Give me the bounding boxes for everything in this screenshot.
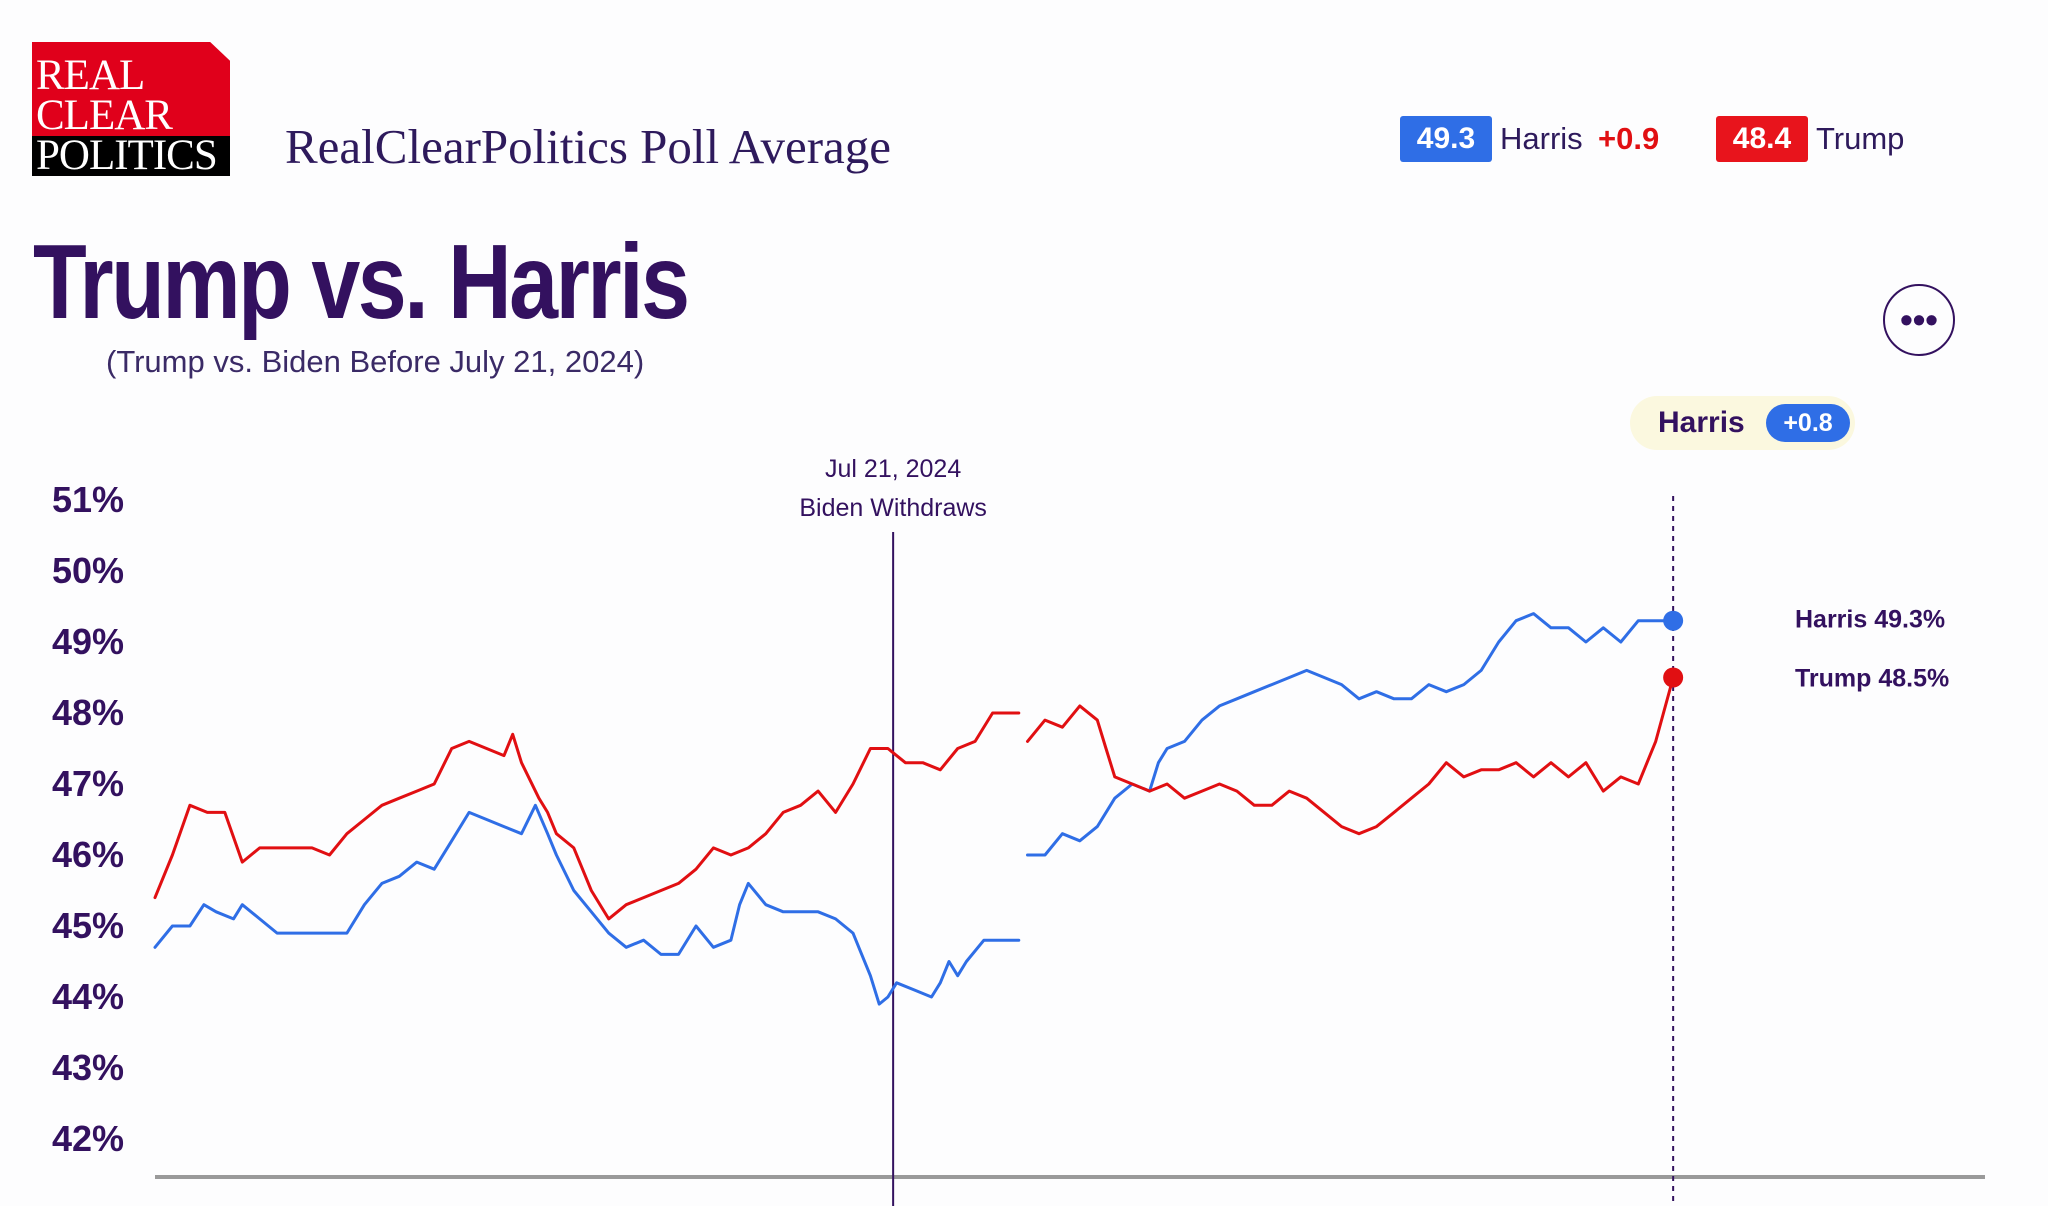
page-title: Trump vs. Harris (33, 223, 690, 341)
y-tick-label: 45% (52, 905, 124, 946)
y-tick-label: 43% (52, 1047, 124, 1088)
more-options-button[interactable]: ••• (1883, 284, 1955, 356)
rcp-logo[interactable]: REAL CLEAR POLITICS (32, 42, 230, 176)
trump-name: Trump (1816, 121, 1905, 156)
y-tick-label: 50% (52, 550, 124, 591)
logo-text-2: CLEAR (36, 92, 173, 139)
logo-text-1: REAL (36, 52, 145, 99)
poll-chart[interactable]: 51% 50% 49% 48% 47% 46% 45% 44% 43% 42% Jul 21, 20… (0, 440, 2048, 1206)
harris-value-badge: 49.3 (1400, 116, 1492, 162)
leader-spread: +0.8 (1766, 404, 1850, 442)
trump-end-marker (1663, 667, 1684, 688)
harris-end-label: Harris 49.3% (1795, 606, 1945, 634)
y-tick-label: 44% (52, 976, 124, 1017)
trump-end-label: Trump 48.5% (1795, 665, 1949, 693)
page-subtitle: (Trump vs. Biden Before July 21, 2024) (106, 344, 645, 379)
y-tick-label: 46% (52, 834, 124, 875)
y-tick-label: 47% (52, 763, 124, 804)
y-tick-label: 42% (52, 1118, 124, 1159)
annotation-label: Biden Withdraws (799, 494, 987, 522)
trump-line (1026, 676, 1675, 836)
annotation-date: Jul 21, 2024 (825, 455, 961, 483)
y-tick-label: 51% (52, 479, 124, 520)
y-tick-label: 49% (52, 621, 124, 662)
logo-text-3: POLITICS (32, 134, 230, 176)
more-icon: ••• (1900, 299, 1938, 340)
harris-line (153, 803, 1021, 1006)
trump-line (153, 711, 1021, 921)
trump-value-badge: 48.4 (1716, 116, 1808, 162)
leader-badge: Harris +0.8 (1630, 396, 1855, 450)
harris-end-marker (1663, 610, 1684, 631)
leader-name: Harris (1658, 406, 1745, 439)
harris-spread: +0.9 (1598, 121, 1660, 156)
brand-title: RealClearPolitics Poll Average (285, 119, 892, 174)
harris-line (1026, 612, 1675, 857)
harris-name: Harris (1500, 121, 1583, 156)
y-tick-label: 48% (52, 692, 124, 733)
